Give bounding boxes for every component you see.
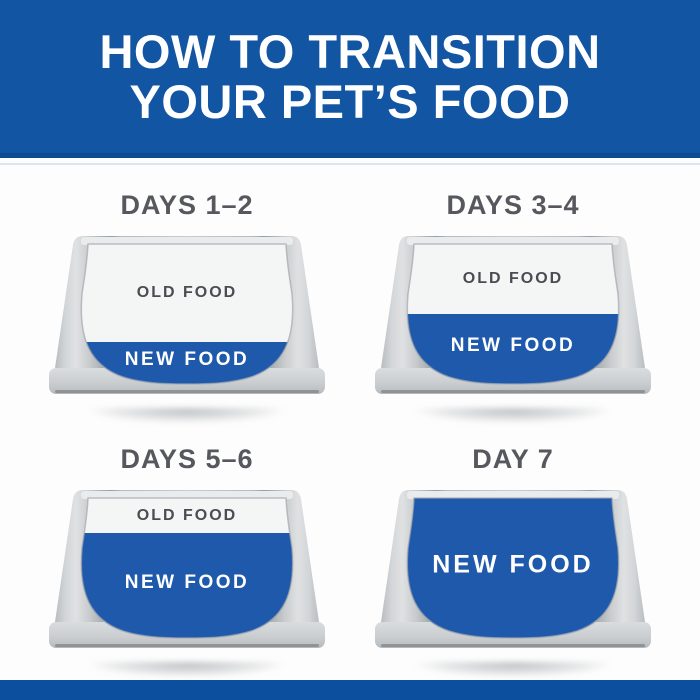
bowl-reflection [385, 408, 641, 438]
step-days-3-4: DAYS 3–4 OLD FOOD NEW FOOD [346, 188, 680, 438]
new-food-label: NEW FOOD [450, 335, 576, 356]
step-days-1-2: DAYS 1–2 [20, 188, 354, 438]
bowl-rim-highlight [81, 237, 293, 245]
bowl-graphic [375, 490, 651, 648]
step-days-5-6: DAYS 5–6 OLD FOOD NEW FOOD [20, 442, 354, 692]
bowl-reflection [59, 408, 315, 438]
bowl-graphic [49, 490, 325, 648]
page-title-line2: YOUR PET’S FOOD [129, 74, 571, 128]
bowl-base-shadow-line [55, 390, 319, 393]
bowl-base-shadow-line [381, 644, 645, 647]
header-banner: HOW TO TRANSITION YOUR PET’S FOOD [0, 0, 700, 158]
old-food-label: OLD FOOD [136, 284, 238, 301]
bowl-graphic [375, 236, 651, 394]
step-title: DAYS 1–2 [120, 190, 254, 220]
food-bowl: NEW FOOD [373, 490, 653, 660]
bowl-rim-highlight [407, 491, 619, 499]
bowl-rim-highlight [407, 237, 619, 245]
old-food-label: OLD FOOD [462, 270, 564, 287]
banner-underline [0, 163, 700, 165]
bowl-rim-highlight [81, 491, 293, 499]
step-title: DAYS 5–6 [120, 444, 254, 474]
footer-bar [0, 680, 700, 700]
food-bowl: OLD FOOD NEW FOOD [47, 490, 327, 660]
food-bowl: OLD FOOD NEW FOOD [47, 236, 327, 406]
new-food-fill [81, 533, 293, 638]
new-food-label: NEW FOOD [432, 550, 594, 579]
new-food-label: NEW FOOD [124, 571, 250, 593]
new-food-fill [407, 498, 619, 638]
food-bowl: OLD FOOD NEW FOOD [373, 236, 653, 406]
bowl-graphic [49, 236, 325, 394]
step-title: DAYS 3–4 [446, 190, 580, 220]
new-food-fill [407, 314, 619, 384]
bowl-base-shadow-line [55, 644, 319, 647]
step-day-7: DAY 7 NEW FOOD [346, 442, 680, 692]
bowl-base-shadow-line [381, 390, 645, 393]
new-food-label: NEW FOOD [124, 349, 250, 370]
page-title-line1: HOW TO TRANSITION [99, 24, 601, 78]
old-food-label: OLD FOOD [136, 506, 238, 524]
step-title: DAY 7 [472, 444, 554, 474]
